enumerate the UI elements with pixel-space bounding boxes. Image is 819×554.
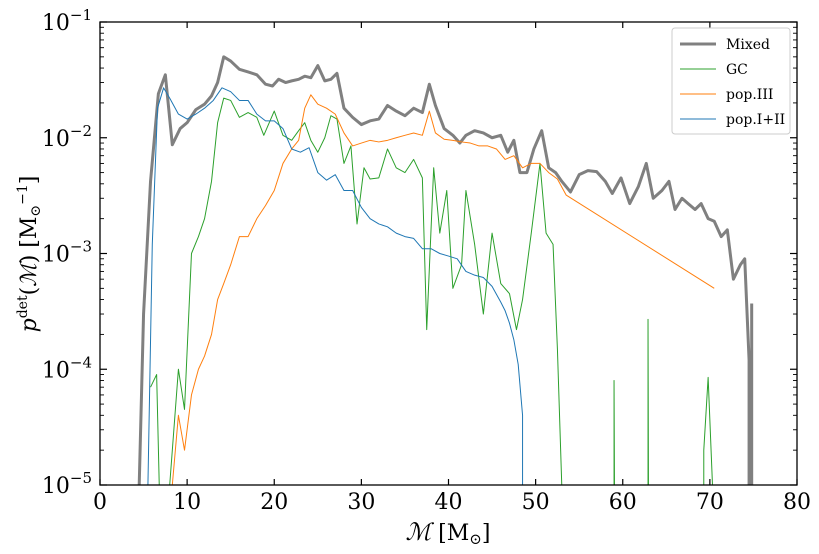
x-tick-label: 10	[173, 490, 201, 515]
series-line-gc-spike-6	[703, 376, 713, 485]
series-line-pop-iii	[171, 94, 715, 485]
x-tick-label: 80	[783, 490, 811, 515]
y-tick-label: 10−3	[42, 238, 92, 268]
legend-label-pop-i-ii: pop.I+II	[726, 112, 785, 128]
y-tick-label: 10−1	[42, 6, 92, 36]
legend-label-mixed: Mixed	[726, 37, 770, 53]
y-axis-label: pdet(ℳ) [M⊙−1]	[15, 176, 44, 333]
series-line-gc	[150, 97, 563, 485]
series-line-mixed	[137, 55, 754, 485]
series-line-pop-i-ii	[147, 87, 524, 485]
y-tick-label: 10−5	[42, 469, 92, 499]
y-tick-label: 10−2	[42, 122, 92, 152]
legend: Mixed GC pop.III pop.I+II	[671, 27, 791, 135]
x-tick-label: 0	[93, 490, 107, 515]
x-tick-label: 30	[347, 490, 375, 515]
series-layer	[137, 55, 754, 485]
legend-label-pop-iii: pop.III	[726, 87, 773, 103]
x-tick-label: 20	[260, 490, 288, 515]
legend-label-gc: GC	[726, 62, 748, 78]
legend-box	[671, 27, 791, 135]
x-axis-label: ℳ [M⊙]	[406, 518, 491, 548]
x-tick-label: 40	[435, 490, 463, 515]
ticks-layer: 0 10 20 30 40 50 60 70 80 10−5 10−4 10−3 10−2 10−1	[42, 6, 811, 515]
x-tick-label: 60	[609, 490, 637, 515]
x-tick-label: 70	[696, 490, 724, 515]
y-tick-label: 10−4	[42, 353, 92, 383]
x-tick-label: 50	[522, 490, 550, 515]
